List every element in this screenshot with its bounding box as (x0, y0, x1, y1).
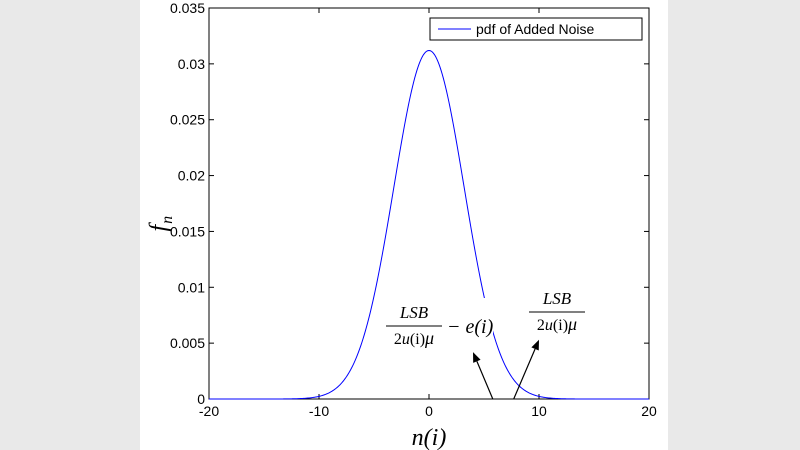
annotation-left-suffix: − e(i) (447, 316, 494, 338)
pdf-chart: -20 -10 0 10 20 0 0.005 0.01 0.015 0.02 0.025 0.03… (146, 0, 657, 450)
annotation-right-arrow (513, 348, 536, 400)
y-tick-labels: 0 0.005 0.01 0.015 0.02 0.025 0.03 0.035 (170, 0, 205, 407)
annotation-left-arrowhead (473, 352, 481, 363)
y-tick-label: 0.015 (170, 223, 205, 239)
x-tick-label: 20 (641, 403, 657, 419)
x-tick-label: -20 (199, 403, 219, 419)
figure-canvas: -20 -10 0 10 20 0 0.005 0.01 0.015 0.02 0.025 0.03… (140, 0, 668, 450)
legend: pdf of Added Noise (429, 17, 643, 41)
x-tick-labels: -20 -10 0 10 20 (199, 403, 657, 419)
annotation-right-numerator: LSB (542, 289, 572, 308)
annotation-left-arrow (476, 361, 494, 400)
x-axis-label: n(i) (412, 425, 447, 450)
y-tick-label: 0.025 (170, 112, 205, 128)
annotation-left-background (381, 298, 493, 352)
annotation-right-arrowhead (531, 339, 539, 351)
y-tick-label: 0.01 (178, 279, 205, 295)
legend-box (429, 17, 643, 41)
annotation-right: LSB 2u(i)μ (513, 284, 590, 400)
annotation-right-background (524, 284, 590, 338)
y-tick-label: 0.02 (178, 168, 205, 184)
y-tick-label: 0.03 (178, 56, 205, 72)
annotation-left-numerator: LSB (399, 303, 429, 322)
x-tick-label: 10 (531, 403, 547, 419)
y-tick-label: 0.035 (170, 0, 205, 16)
y-tick-label: 0.005 (170, 335, 205, 351)
annotation-right-denominator: 2u(i)μ (537, 314, 577, 334)
annotation-left: LSB 2u(i)μ − e(i) (381, 298, 494, 400)
x-tick-label: 0 (425, 403, 433, 419)
y-axis-label: fn (146, 216, 176, 232)
annotation-left-denominator: 2u(i)μ (394, 328, 434, 348)
x-tick-label: -10 (309, 403, 329, 419)
series-line-pdf (209, 49, 649, 400)
y-tick-label: 0 (197, 391, 205, 407)
legend-label: pdf of Added Noise (476, 21, 595, 37)
